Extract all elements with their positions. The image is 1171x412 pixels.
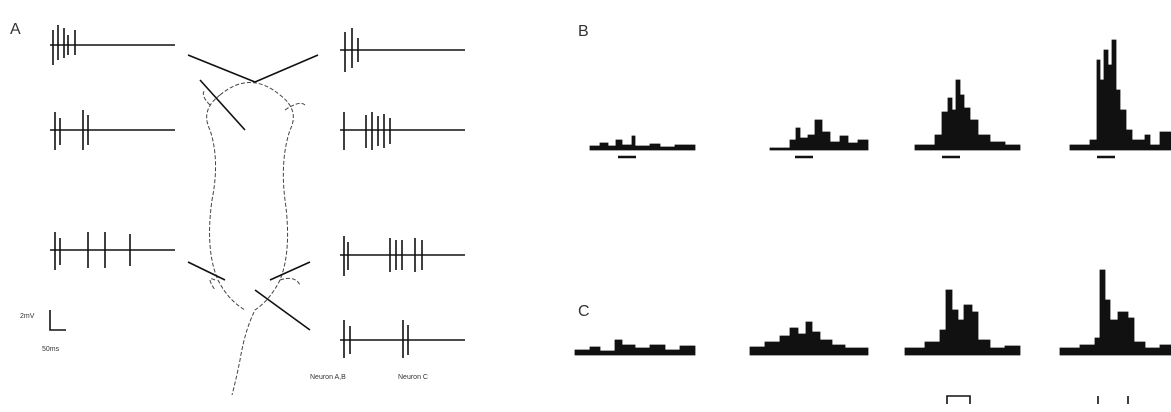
histogram <box>749 321 869 356</box>
panel-label: A <box>10 21 21 38</box>
neuron-label: Neuron C <box>398 374 428 381</box>
histogram <box>914 79 1021 151</box>
histogram <box>904 289 1021 356</box>
spike-trace <box>340 320 465 358</box>
spike-trace <box>340 112 465 150</box>
rat-outline <box>206 82 294 396</box>
spike-trace <box>340 28 465 72</box>
histogram <box>769 119 869 151</box>
scale-time: 50ms <box>42 346 60 353</box>
spike-trace <box>50 110 175 150</box>
histogram <box>589 135 696 151</box>
electrode <box>187 54 319 331</box>
scale-bar <box>49 310 66 331</box>
scale-voltage: 2mV <box>20 313 35 320</box>
bracket <box>946 395 1129 404</box>
spike-trace <box>50 25 175 65</box>
rat-limb <box>202 89 306 291</box>
histogram <box>574 339 696 356</box>
histogram <box>1069 39 1171 151</box>
histogram <box>1059 269 1171 356</box>
neuron-label: Neuron A,B <box>310 374 346 381</box>
spike-trace <box>340 236 465 276</box>
panel-label: C <box>578 303 590 320</box>
spike-trace <box>50 232 175 270</box>
panel-label: B <box>578 23 589 40</box>
